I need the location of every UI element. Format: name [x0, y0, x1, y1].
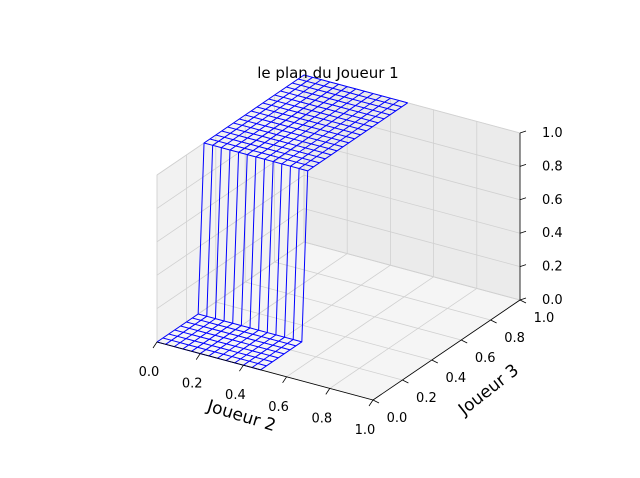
wire-line: [245, 114, 350, 144]
wire-line: [168, 333, 273, 363]
wire-line: [225, 93, 374, 361]
y-tick-label: 0.8: [504, 331, 525, 346]
y-tick-mark: [519, 299, 527, 304]
z-tick-label: 0.4: [542, 226, 563, 241]
y-tick-label: 1.0: [534, 311, 555, 326]
y-axis-label: Joueur 3: [454, 360, 523, 420]
grid-line: [286, 276, 434, 378]
grid-line: [245, 281, 462, 341]
wire-line: [239, 118, 344, 148]
wire-line: [165, 76, 313, 345]
wire-line: [260, 102, 408, 371]
y-tick-mark: [372, 399, 380, 404]
wire-line: [217, 90, 365, 359]
wire-line: [173, 79, 322, 348]
x-tick-label: 0.2: [182, 377, 203, 392]
grid-line: [215, 301, 432, 361]
grid-line: [329, 288, 478, 389]
grid-line: [156, 174, 305, 276]
y-tick-mark: [402, 379, 409, 384]
x-tick-label: 1.0: [355, 423, 376, 438]
z-tick-label: 0.2: [542, 260, 563, 275]
wire-line: [221, 130, 326, 160]
z-tick-mark: [519, 264, 527, 267]
axis-lines: [156, 133, 521, 401]
y-tick-mark: [461, 339, 468, 344]
wire-line: [215, 134, 320, 164]
z-tick-label: 0.6: [542, 193, 563, 208]
wire-line: [162, 337, 267, 367]
wire-line: [268, 98, 373, 128]
wire-line: [234, 95, 383, 364]
z-tick-label: 0.0: [542, 293, 563, 308]
z-tick-label: 1.0: [542, 126, 563, 141]
wire-line: [186, 321, 291, 351]
wire-line: [191, 83, 339, 352]
x-tick-mark: [368, 399, 374, 407]
wire-line: [280, 90, 385, 120]
wire-line: [251, 100, 400, 368]
wire-line: [292, 82, 397, 112]
y-tick-mark: [431, 359, 438, 364]
wire-line: [192, 317, 297, 347]
chart-title: le plan du Joueur 1: [257, 64, 398, 82]
wire-line: [256, 106, 361, 136]
y-tick-label: 0.6: [475, 351, 496, 366]
z-tick-mark: [519, 230, 527, 234]
grid-line: [303, 174, 521, 234]
z-tick-mark: [519, 297, 527, 301]
x-tick-label: 0.0: [139, 365, 160, 380]
grid-line: [156, 108, 305, 209]
grid-line: [156, 141, 305, 243]
wire-line: [182, 81, 331, 350]
wire-line: [198, 313, 302, 343]
x-tick-label: 0.8: [311, 411, 332, 426]
wire-line: [209, 138, 314, 168]
grid-line: [274, 261, 491, 321]
wire-line: [233, 122, 338, 152]
surface-wireframe: [156, 74, 408, 371]
x-tick-mark: [282, 376, 287, 384]
x-tick-mark: [195, 353, 201, 360]
wire-line: [180, 325, 285, 355]
wire-line: [199, 86, 348, 355]
z-tick-label: 0.8: [542, 159, 563, 174]
wire-line: [243, 97, 391, 366]
x-axis-line: [156, 341, 374, 401]
z-tick-mark: [519, 164, 527, 167]
wire-line: [286, 86, 391, 116]
x-tick-label: 0.4: [225, 388, 246, 403]
y-tick-label: 0.4: [445, 371, 466, 386]
z-tick-mark: [519, 197, 527, 201]
wire-line: [250, 110, 355, 140]
wire-line: [174, 329, 279, 359]
wire-line: [297, 78, 402, 108]
wire-line: [303, 74, 408, 104]
y-axis-line: [372, 299, 521, 401]
grid-line: [303, 141, 521, 201]
wire-line: [156, 74, 305, 343]
y-tick-label: 0.0: [387, 411, 408, 426]
grid-line: [303, 241, 521, 301]
wire-line: [208, 88, 357, 357]
z-tick-mark: [519, 130, 527, 134]
wire-line: [203, 142, 308, 172]
x-tick-mark: [239, 364, 244, 372]
wire-line: [274, 94, 379, 124]
y-tick-label: 0.2: [416, 391, 437, 406]
x-tick-label: 0.6: [268, 400, 289, 415]
grid-line: [303, 208, 521, 267]
wire-line: [227, 126, 332, 156]
y-tick-mark: [490, 319, 497, 324]
tick-labels: 0.0 0.2 0.4 0.6 0.8 1.0 0.0 0.2 0.4 0.6 0.8 1.0 0.0 0…: [139, 126, 563, 438]
wire-line: [262, 102, 367, 132]
x-tick-mark: [152, 341, 158, 349]
x-tick-mark: [325, 388, 331, 395]
